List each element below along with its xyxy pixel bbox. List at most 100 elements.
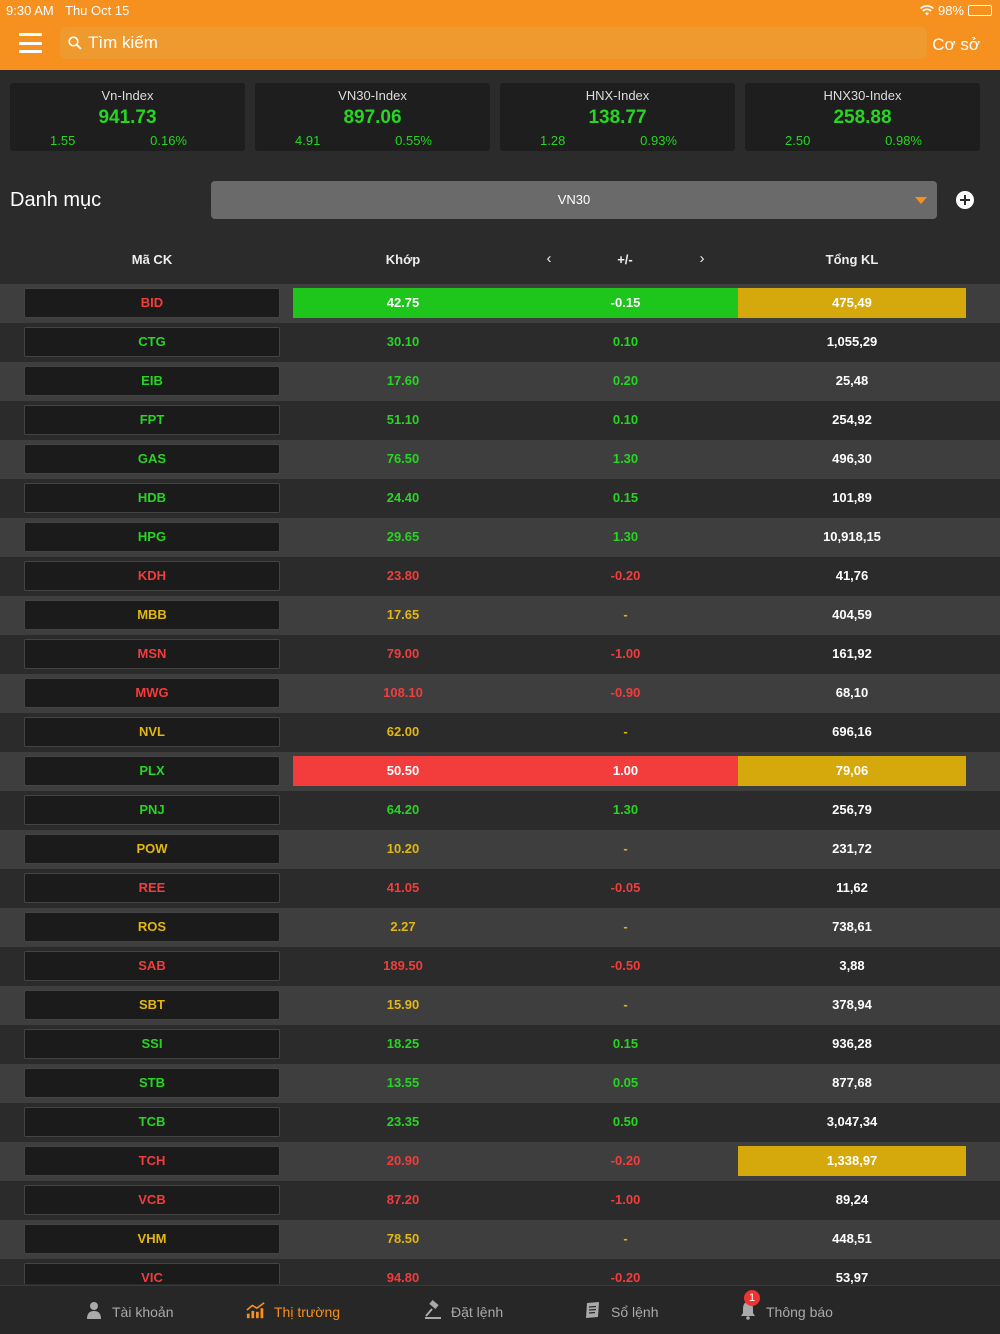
table-row[interactable]: FPT 51.10 0.10 254,92 (0, 401, 1000, 440)
symbol-cell[interactable]: CTG (24, 327, 280, 357)
table-row[interactable]: TCB 23.35 0.50 3,047,34 (0, 1103, 1000, 1142)
symbol-cell[interactable]: SBT (24, 990, 280, 1020)
symbol-cell[interactable]: TCH (24, 1146, 280, 1176)
price-cell: 20.90 (386, 1153, 420, 1168)
symbol-cell[interactable]: MWG (24, 678, 280, 708)
symbol-cell[interactable]: SAB (24, 951, 280, 981)
price-cell: 108.10 (383, 685, 423, 700)
table-row[interactable]: NVL 62.00 - 696,16 (0, 713, 1000, 752)
table-row[interactable]: REE 41.05 -0.05 11,62 (0, 869, 1000, 908)
symbol-cell[interactable]: SSI (24, 1029, 280, 1059)
index-card[interactable]: HNX-Index 138.77 1.28 0.93% (500, 83, 735, 151)
table-row[interactable]: HDB 24.40 0.15 101,89 (0, 479, 1000, 518)
symbol-cell[interactable]: TCB (24, 1107, 280, 1137)
symbol-cell[interactable]: GAS (24, 444, 280, 474)
table-row[interactable]: KDH 23.80 -0.20 41,76 (0, 557, 1000, 596)
symbol-cell[interactable]: HDB (24, 483, 280, 513)
table-row[interactable]: VCB 87.20 -1.00 89,24 (0, 1181, 1000, 1220)
nav-item[interactable]: Thị trường (246, 1300, 340, 1323)
symbol-cell[interactable]: VHM (24, 1224, 280, 1254)
header-symbol: Mã CK (131, 252, 173, 267)
nav-item-label: Tài khoản (112, 1303, 174, 1320)
hamburger-menu-icon[interactable] (19, 33, 42, 53)
table-row[interactable]: MSN 79.00 -1.00 161,92 (0, 635, 1000, 674)
table-row[interactable]: POW 10.20 - 231,72 (0, 830, 1000, 869)
volume-cell: 448,51 (832, 1231, 872, 1246)
table-row[interactable]: VIC 94.80 -0.20 53,97 (0, 1259, 1000, 1284)
nav-item-label: Đặt lệnh (451, 1303, 504, 1320)
change-cell: 0.20 (612, 373, 639, 388)
nav-item[interactable]: Tài khoản (84, 1300, 173, 1323)
index-name: Vn-Index (101, 88, 154, 103)
symbol-cell[interactable]: NVL (24, 717, 280, 747)
battery-percent: 98% (937, 3, 964, 18)
symbol-cell[interactable]: VIC (24, 1263, 280, 1284)
base-market-link[interactable]: Cơ sở (932, 35, 980, 54)
symbol-cell[interactable]: ROS (24, 912, 280, 942)
table-row[interactable]: VHM 78.50 - 448,51 (0, 1220, 1000, 1259)
table-row[interactable]: PNJ 64.20 1.30 256,79 (0, 791, 1000, 830)
search-box[interactable] (60, 27, 927, 59)
symbol-cell[interactable]: REE (24, 873, 280, 903)
symbol-cell[interactable]: FPT (24, 405, 280, 435)
next-column-icon[interactable]: › (699, 250, 705, 267)
symbol-cell[interactable]: MBB (24, 600, 280, 630)
index-card[interactable]: VN30-Index 897.06 4.91 0.55% (255, 83, 490, 151)
header-match: Khớp (385, 252, 421, 267)
symbol-cell[interactable]: PNJ (24, 795, 280, 825)
category-select[interactable]: VN30 (211, 181, 937, 219)
add-circle-icon[interactable] (956, 191, 974, 209)
table-row[interactable]: MBB 17.65 - 404,59 (0, 596, 1000, 635)
symbol-cell[interactable]: BID (24, 288, 280, 318)
table-row[interactable]: MWG 108.10 -0.90 68,10 (0, 674, 1000, 713)
change-cell: 0.50 (612, 1114, 639, 1129)
price-cell: 79.00 (386, 646, 420, 661)
index-card[interactable]: HNX30-Index 258.88 2.50 0.98% (745, 83, 980, 151)
index-percent: 0.98% (885, 133, 922, 148)
table-row[interactable]: SBT 15.90 - 378,94 (0, 986, 1000, 1025)
volume-cell: 475,49 (738, 288, 966, 318)
table-row[interactable]: SAB 189.50 -0.50 3,88 (0, 947, 1000, 986)
volume-cell: 79,06 (738, 756, 966, 786)
table-row[interactable]: EIB 17.60 0.20 25,48 (0, 362, 1000, 401)
stock-table[interactable]: BID 42.75 -0.15 475,49 CTG 30.10 0.10 1,055,29 E… (0, 284, 1000, 1284)
index-percent: 0.55% (395, 133, 432, 148)
prev-column-icon[interactable]: ‹ (546, 250, 552, 267)
symbol-cell[interactable]: PLX (24, 756, 280, 786)
change-cell: -0.20 (610, 1270, 641, 1284)
nav-item[interactable]: Đặt lệnh (423, 1300, 503, 1323)
symbol-cell[interactable]: POW (24, 834, 280, 864)
volume-cell: 10,918,15 (823, 529, 881, 544)
change-cell: - (623, 1231, 628, 1246)
volume-cell: 254,92 (832, 412, 872, 427)
volume-cell: 3,047,34 (826, 1114, 878, 1129)
price-cell: 10.20 (386, 841, 420, 856)
table-row[interactable]: TCH 20.90 -0.20 1,338,97 (0, 1142, 1000, 1181)
symbol-cell[interactable]: STB (24, 1068, 280, 1098)
table-row[interactable]: CTG 30.10 0.10 1,055,29 (0, 323, 1000, 362)
wifi-icon (920, 5, 934, 16)
symbol-cell[interactable]: KDH (24, 561, 280, 591)
symbol-cell[interactable]: EIB (24, 366, 280, 396)
price-cell: 18.25 (386, 1036, 420, 1051)
index-card[interactable]: Vn-Index 941.73 1.55 0.16% (10, 83, 245, 151)
symbol-cell[interactable]: MSN (24, 639, 280, 669)
table-row[interactable]: STB 13.55 0.05 877,68 (0, 1064, 1000, 1103)
table-row[interactable]: PLX 50.50 1.00 79,06 (0, 752, 1000, 791)
price-cell: 64.20 (386, 802, 420, 817)
volume-cell: 161,92 (832, 646, 872, 661)
table-row[interactable]: HPG 29.65 1.30 10,918,15 (0, 518, 1000, 557)
search-input[interactable] (88, 33, 927, 53)
symbol-cell[interactable]: VCB (24, 1185, 280, 1215)
table-row[interactable]: ROS 2.27 - 738,61 (0, 908, 1000, 947)
table-row[interactable]: BID 42.75 -0.15 475,49 (0, 284, 1000, 323)
search-icon (68, 36, 82, 50)
nav-item[interactable]: Sổ lệnh (583, 1300, 658, 1323)
index-value: 258.88 (833, 107, 892, 128)
volume-cell: 41,76 (835, 568, 869, 583)
table-row[interactable]: SSI 18.25 0.15 936,28 (0, 1025, 1000, 1064)
table-row[interactable]: GAS 76.50 1.30 496,30 (0, 440, 1000, 479)
index-change: 1.55 (50, 133, 76, 148)
symbol-cell[interactable]: HPG (24, 522, 280, 552)
index-percent: 0.16% (150, 133, 187, 148)
